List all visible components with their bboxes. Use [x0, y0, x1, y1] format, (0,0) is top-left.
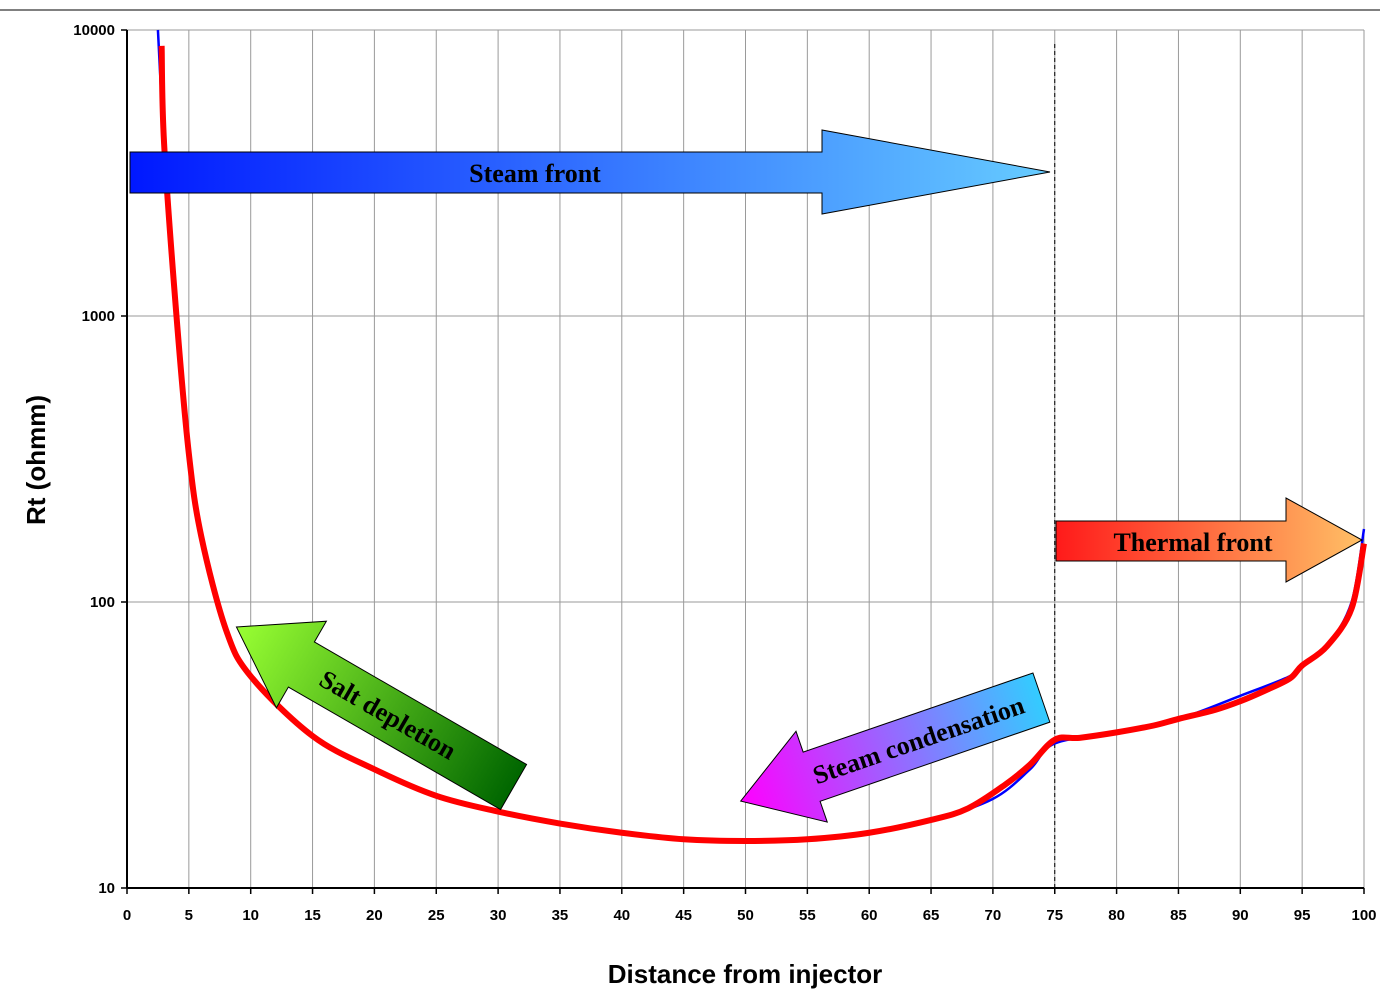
x-tick-labels: 0 5 10 15 20 25 30 35 40 45 50 55 60 65 70 75 80 85 90 95 10…: [123, 888, 1377, 924]
x-tick-label: 95: [1294, 907, 1311, 924]
thermal-front-arrow: Thermal front: [1055, 497, 1364, 583]
y-tick-label: 1000: [82, 308, 115, 325]
x-tick-label: 75: [1046, 907, 1063, 924]
x-tick-label: 30: [490, 907, 507, 924]
x-tick-label: 10: [242, 907, 259, 924]
x-tick-label: 90: [1232, 907, 1249, 924]
y-tick-labels: 10 100 1000 10000: [73, 22, 127, 897]
x-tick-label: 0: [123, 907, 131, 924]
x-tick-label: 20: [366, 907, 383, 924]
x-tick-label: 70: [985, 907, 1002, 924]
y-tick-label: 10000: [73, 22, 115, 39]
x-tick-label: 25: [428, 907, 445, 924]
y-tick-label: 100: [90, 594, 115, 611]
series-line-2: [158, 45, 1367, 844]
y-tick-label: 10: [98, 880, 115, 897]
x-tick-label: 85: [1170, 907, 1187, 924]
steam-condensation-arrow: Steam condensation: [739, 672, 1051, 823]
x-tick-label: 35: [552, 907, 569, 924]
y-axis-title: Rt (ohmm): [21, 395, 51, 525]
x-tick-label: 100: [1351, 907, 1376, 924]
x-tick-label: 50: [737, 907, 754, 924]
x-tick-label: 60: [861, 907, 878, 924]
x-tick-label: 5: [185, 907, 193, 924]
x-tick-label: 15: [304, 907, 321, 924]
x-tick-label: 80: [1108, 907, 1125, 924]
x-tick-label: 55: [799, 907, 816, 924]
steam-front-label: Steam front: [469, 159, 601, 188]
salt-depletion-arrow: Salt depletion: [235, 620, 528, 811]
x-tick-label: 40: [613, 907, 630, 924]
x-tick-label: 65: [923, 907, 940, 924]
x-tick-label: 45: [675, 907, 692, 924]
thermal-front-label: Thermal front: [1113, 528, 1272, 557]
steam-front-arrow: Steam front: [129, 129, 1051, 215]
series-layer: [156, 29, 1367, 844]
x-axis-title: Distance from injector: [608, 959, 883, 989]
